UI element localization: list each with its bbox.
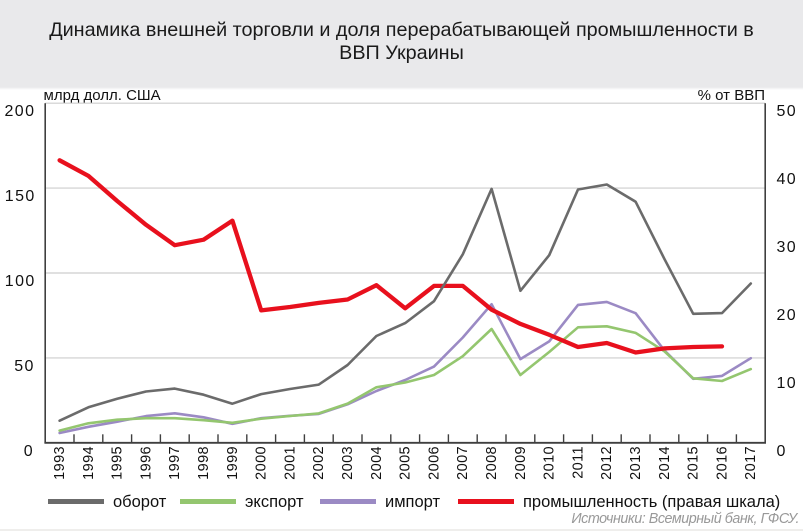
svg-text:40: 40	[777, 171, 798, 188]
svg-text:2013: 2013	[628, 446, 644, 480]
svg-text:2001: 2001	[282, 446, 298, 480]
svg-text:2014: 2014	[657, 446, 673, 480]
svg-text:1993: 1993	[52, 446, 68, 480]
svg-text:200: 200	[5, 103, 36, 120]
svg-text:2016: 2016	[714, 446, 730, 480]
svg-text:2017: 2017	[743, 446, 759, 480]
svg-text:2003: 2003	[340, 446, 356, 480]
svg-text:100: 100	[5, 273, 36, 290]
svg-text:2015: 2015	[686, 446, 702, 480]
svg-text:2005: 2005	[398, 446, 414, 480]
svg-text:0: 0	[24, 443, 34, 460]
svg-text:2006: 2006	[426, 446, 442, 480]
svg-text:1996: 1996	[138, 446, 154, 480]
svg-text:0: 0	[777, 443, 787, 460]
svg-text:30: 30	[777, 239, 798, 256]
svg-text:10: 10	[777, 375, 798, 392]
svg-text:1997: 1997	[167, 446, 183, 480]
svg-text:1994: 1994	[81, 446, 97, 480]
svg-text:2009: 2009	[513, 446, 529, 480]
svg-text:2010: 2010	[542, 446, 558, 480]
svg-text:2008: 2008	[484, 446, 500, 480]
svg-text:2012: 2012	[599, 446, 615, 480]
svg-text:2011: 2011	[570, 446, 586, 479]
svg-text:50: 50	[777, 103, 798, 120]
svg-text:50: 50	[14, 358, 35, 375]
svg-text:150: 150	[5, 188, 36, 205]
svg-text:1999: 1999	[225, 446, 241, 480]
svg-text:2002: 2002	[311, 446, 327, 480]
svg-text:1995: 1995	[110, 446, 126, 480]
svg-text:20: 20	[777, 307, 798, 324]
svg-text:1998: 1998	[196, 446, 212, 480]
svg-text:2000: 2000	[254, 446, 270, 480]
svg-text:2004: 2004	[369, 446, 385, 480]
svg-text:2007: 2007	[455, 446, 471, 480]
